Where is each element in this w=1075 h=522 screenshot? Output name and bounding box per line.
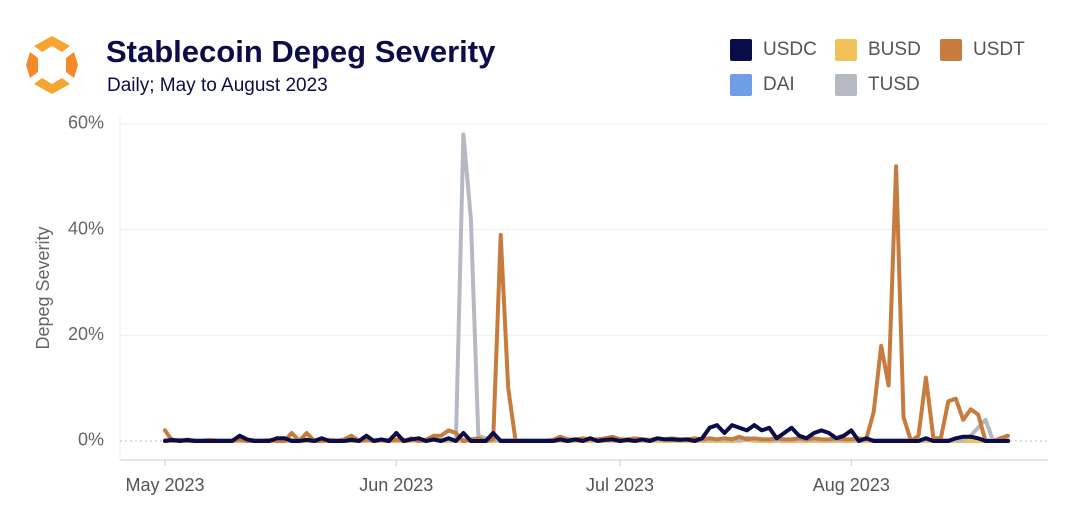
chart-title: Stablecoin Depeg Severity <box>106 34 496 69</box>
series-line <box>163 132 1010 443</box>
series-line <box>163 164 1010 443</box>
legend-label: USDT <box>973 39 1025 60</box>
x-tick-label: Jun 2023 <box>359 475 433 495</box>
logo <box>26 36 78 94</box>
y-tick-label: 0% <box>78 430 104 450</box>
y-axis-label: Depeg Severity <box>33 226 53 349</box>
chart-subtitle: Daily; May to August 2023 <box>107 75 328 96</box>
legend-swatch <box>940 39 962 61</box>
y-tick-label: 60% <box>68 113 104 133</box>
legend-swatch <box>730 39 752 61</box>
x-tick-label: Jul 2023 <box>586 475 654 495</box>
legend-swatch <box>730 74 752 96</box>
x-tick-label: Aug 2023 <box>813 475 890 495</box>
series-line <box>163 423 1010 443</box>
legend-swatch <box>835 39 857 61</box>
legend-label: BUSD <box>868 39 921 60</box>
y-tick-label: 20% <box>68 324 104 344</box>
legend-swatch <box>835 74 857 96</box>
x-tick-label: May 2023 <box>125 475 204 495</box>
y-tick-label: 40% <box>68 218 104 238</box>
legend-label: TUSD <box>868 74 920 95</box>
legend-label: USDC <box>763 39 817 60</box>
legend-label: DAI <box>763 74 795 95</box>
